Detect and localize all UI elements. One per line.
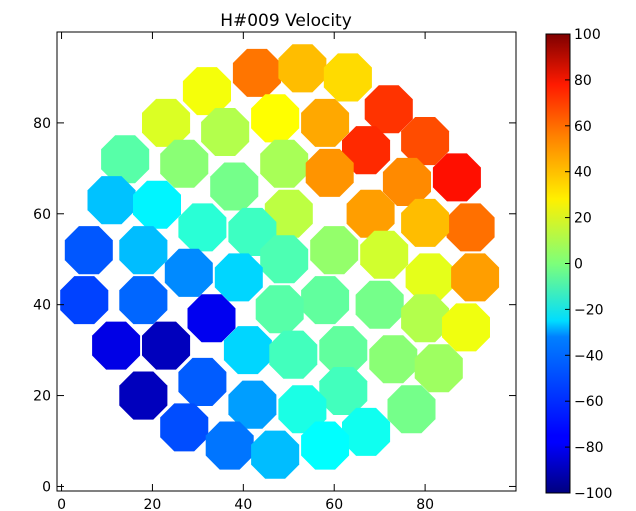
data-marker — [301, 98, 350, 147]
data-marker — [401, 294, 450, 343]
colorbar-tick-label: −60 — [574, 394, 604, 410]
data-marker — [414, 344, 463, 393]
x-tick-label: 40 — [234, 497, 252, 511]
data-marker — [264, 189, 313, 238]
data-marker — [160, 139, 209, 188]
data-marker — [387, 385, 436, 434]
data-marker — [133, 180, 181, 229]
data-marker — [360, 230, 409, 279]
data-marker — [119, 371, 168, 420]
plot-frame — [56, 31, 517, 492]
data-marker — [64, 226, 113, 275]
data-marker — [187, 294, 236, 343]
data-marker — [442, 303, 490, 352]
data-marker — [214, 253, 263, 302]
data-marker — [305, 148, 354, 197]
data-marker — [342, 126, 391, 175]
data-marker — [269, 330, 318, 379]
data-marker — [401, 117, 450, 166]
data-marker — [401, 198, 450, 247]
data-marker — [119, 226, 168, 275]
data-marker — [251, 430, 300, 479]
data-marker — [251, 94, 300, 143]
data-marker — [164, 248, 213, 297]
data-marker — [228, 207, 277, 256]
data-marker — [364, 85, 413, 134]
colorbar-tick-label: 0 — [574, 257, 583, 273]
data-marker — [319, 326, 368, 375]
colorbar-tick-label: −100 — [574, 486, 612, 502]
y-tick-label: 80 — [33, 116, 51, 132]
data-marker — [405, 253, 454, 302]
y-tick-label: 20 — [33, 389, 51, 405]
x-tick-label: 20 — [144, 497, 162, 511]
data-marker — [301, 276, 350, 325]
colorbar-tick-label: 40 — [574, 165, 592, 181]
data-marker — [92, 321, 141, 370]
data-marker — [182, 67, 231, 116]
data-markers — [60, 44, 500, 479]
data-marker — [178, 203, 227, 252]
data-marker — [205, 421, 254, 470]
data-marker — [160, 403, 209, 452]
data-marker — [101, 135, 150, 184]
data-marker — [278, 385, 327, 434]
data-marker — [232, 48, 281, 97]
data-marker — [260, 235, 309, 284]
data-marker — [319, 367, 368, 415]
data-marker — [355, 280, 404, 329]
data-marker — [228, 380, 277, 429]
data-marker — [278, 44, 327, 93]
x-axis: 0 20 40 60 80 — [57, 32, 434, 511]
data-marker — [142, 321, 191, 370]
data-marker — [119, 276, 168, 325]
y-tick-label: 40 — [33, 298, 51, 314]
data-marker — [223, 326, 272, 375]
data-marker — [446, 203, 495, 252]
colorbar-tick-label: 100 — [574, 27, 601, 43]
data-marker — [255, 285, 304, 334]
data-marker — [178, 357, 227, 406]
colorbar-tick-label: −80 — [574, 440, 604, 456]
data-marker — [346, 189, 395, 238]
x-tick-label: 80 — [416, 497, 434, 511]
data-marker — [301, 421, 350, 470]
chart-title: H#009 Velocity — [220, 11, 352, 31]
y-tick-label: 60 — [33, 207, 51, 223]
data-marker — [323, 53, 372, 102]
colorbar-tick-label: −20 — [574, 302, 604, 318]
data-marker — [260, 139, 309, 188]
data-marker — [87, 176, 136, 225]
data-marker — [310, 226, 359, 275]
data-marker — [142, 98, 191, 147]
data-marker — [60, 276, 109, 325]
y-tick-label: 0 — [42, 479, 51, 495]
data-marker — [201, 108, 250, 156]
colorbar-axis: 100 80 60 40 20 0 −20 −40 −60 −80 −100 — [565, 27, 612, 502]
colorbar-tick-label: −40 — [574, 348, 604, 364]
x-tick-label: 60 — [325, 497, 343, 511]
y-axis: 0 20 40 60 80 — [33, 116, 516, 495]
colorbar-tick-label: 80 — [574, 73, 592, 89]
data-marker — [342, 407, 391, 456]
data-marker — [432, 153, 481, 202]
x-tick-label: 0 — [57, 497, 66, 511]
data-marker — [382, 157, 431, 206]
data-marker — [210, 162, 259, 211]
colorbar-tick-label: 60 — [574, 119, 592, 135]
colorbar-tick-label: 20 — [574, 211, 592, 227]
data-marker — [451, 253, 500, 302]
data-marker — [369, 335, 418, 384]
